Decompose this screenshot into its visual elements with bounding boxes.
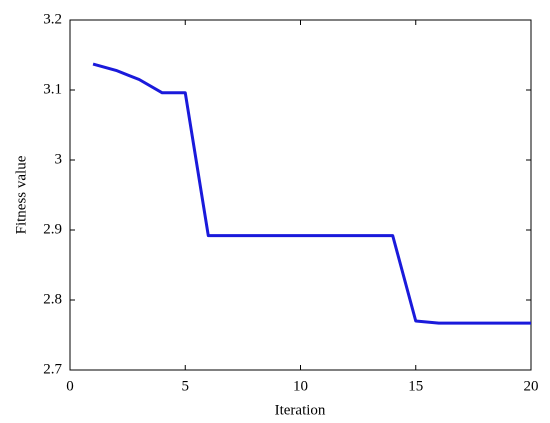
- y-tick-label: 2.7: [43, 361, 62, 377]
- y-tick-label: 2.8: [43, 291, 62, 307]
- y-axis-label: Fitness value: [13, 155, 29, 234]
- x-tick-label: 15: [408, 378, 423, 394]
- y-tick-label: 2.9: [43, 221, 62, 237]
- x-tick-label: 5: [182, 378, 190, 394]
- plot-frame: [69, 19, 532, 371]
- x-axis-label: Iteration: [275, 402, 326, 418]
- x-tick-label: 20: [524, 378, 539, 394]
- y-tick-label: 3.1: [43, 81, 62, 97]
- x-tick-label: 10: [293, 378, 308, 394]
- y-tick-label: 3: [55, 151, 63, 167]
- data-line: [92, 62, 531, 325]
- y-tick-label: 3.2: [43, 11, 62, 27]
- x-tick-label: 0: [66, 378, 74, 394]
